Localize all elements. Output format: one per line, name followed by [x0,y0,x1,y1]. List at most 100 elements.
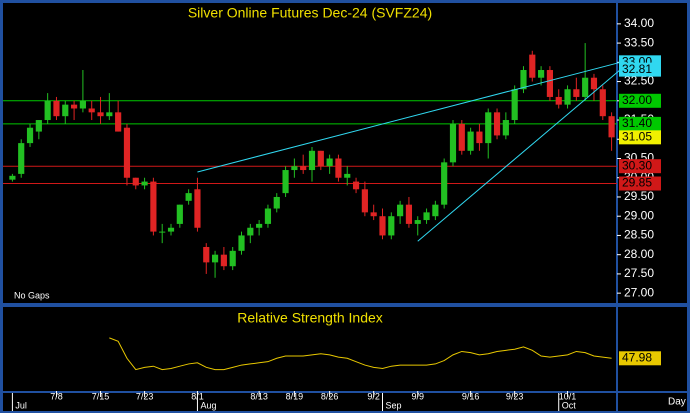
candle-body [423,212,430,221]
candle-body [441,162,448,205]
candle-body [238,235,245,251]
candle-body [256,223,263,228]
candle-body [9,175,16,180]
x-tick-label: 9/16 [462,391,480,401]
x-tick-label: 9/23 [506,391,524,401]
candle-body [573,89,580,97]
candle-body [397,204,404,217]
price-panel [3,3,687,303]
y-tick-label: 34.00 [624,16,654,30]
candle-body [520,70,527,90]
y-tick-label: 29.50 [624,189,654,203]
rsi-title: Relative Strength Index [237,310,383,326]
level-tag-box [619,176,661,191]
candle-body [555,96,562,105]
candle-body [405,204,413,224]
candle-body [185,193,192,201]
candle-body [167,227,175,232]
candle-body [317,150,324,167]
candle-body [582,77,589,97]
month-label: Sep [385,400,401,410]
candle-body [273,196,280,209]
candle-body [71,104,78,109]
candle-body [326,158,333,167]
rsi-tag-box [619,351,661,366]
candle-body [150,181,157,232]
last-price-tag: 31.05 [622,130,652,144]
month-label: Jul [15,400,27,410]
candle-body [476,131,483,144]
x-tick-label: 8/19 [286,391,304,401]
trend-line [417,69,621,242]
rsi-tag: 47.98 [622,350,652,364]
candle-body [300,166,307,171]
candle-body [35,120,42,132]
x-tick-label: 7/8 [50,391,63,401]
candle-body [608,116,615,138]
candle-body [352,181,360,190]
candle-body [538,70,545,78]
candle-body [62,104,69,117]
y-tick-label: 32.50 [624,74,654,88]
level-tag-box [619,159,661,174]
x-tick-label: 10/1 [559,391,577,401]
candle-body [247,227,254,236]
level-tag-box [619,116,661,131]
candle-body [229,250,236,267]
y-tick-label: 33.50 [624,35,654,49]
month-label: Aug [200,400,216,410]
candle-body [220,254,227,267]
candle-body [546,70,553,97]
candle-body [493,112,501,136]
date-axis-panel [3,393,687,411]
trend-tag: 32.81 [622,62,652,76]
candle-body [414,220,421,224]
candle-body [511,89,518,121]
candle-body [44,100,51,121]
candle-body [115,112,122,132]
x-tick-label: 7/23 [136,391,154,401]
x-tick-label: 8/26 [321,391,339,401]
candle-body [361,189,368,213]
candle-body [291,166,298,171]
candle-body [388,216,395,236]
candle-body [123,127,131,178]
candle-body [88,108,95,113]
candle-body [203,246,210,263]
candle-body [344,173,351,178]
candle-body [370,212,377,217]
month-label: Oct [562,400,577,410]
candle-body [467,131,474,151]
rsi-panel [3,307,687,391]
candle-body [79,100,86,109]
x-tick-label: 9/2 [367,391,380,401]
candle-body [264,208,272,224]
y-tick-label: 29.00 [624,208,654,222]
candle-body [529,54,536,78]
candle-body [599,89,606,117]
level-tag: 32.00 [622,93,652,107]
candle-body [449,123,457,163]
candle-body [18,143,25,174]
y-tick-label: 27.00 [624,285,654,299]
candle-body [106,112,113,117]
x-tick-label: 7/15 [92,391,110,401]
y-tick-label: 27.50 [624,266,654,280]
x-tick-label: 9/9 [411,391,424,401]
candle-body [26,127,34,144]
candle-body [159,231,166,233]
chart-title: Silver Online Futures Dec-24 (SVFZ24) [188,5,432,21]
trend-line [197,61,621,173]
rsi-line [109,337,612,371]
level-tag: 31.40 [622,116,652,130]
candle-body [53,100,60,117]
candle-body [211,254,219,263]
candle-body [132,177,139,186]
note: No Gaps [14,290,50,300]
candle-body [141,181,148,186]
level-tag: 29.85 [622,176,652,190]
candle-body [335,158,342,178]
candle-body [379,216,386,236]
y-tick-label: 28.50 [624,228,654,242]
